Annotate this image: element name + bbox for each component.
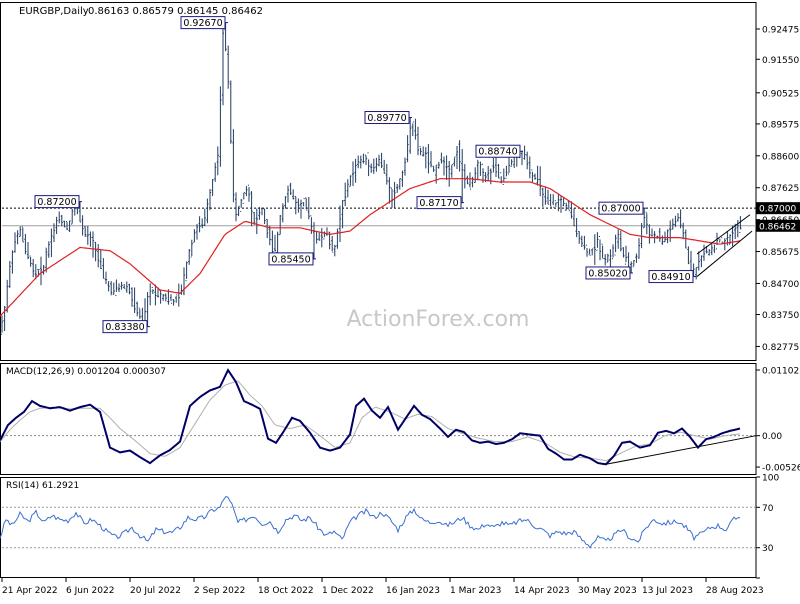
price-label-text: 0.87170 [419,198,458,209]
macd-axis-tick-label: 0.00 [762,432,782,442]
x-axis-tick-label: 30 May 2023 [578,586,637,596]
price-axis-highlight [756,219,800,232]
price-axis-tick-label: 0.91550 [762,56,799,66]
price-axis-tick-label: 0.82775 [762,343,799,353]
x-axis-tick-label: 13 Jul 2023 [642,586,693,596]
macd-axis-tick-label: 0.011027 [762,366,800,376]
price-axis-highlight [756,202,800,215]
rsi-line [0,495,741,549]
price-label-text: 0.89770 [367,113,406,124]
price-pane-frame [0,2,757,361]
x-axis-tick-label: 16 Jan 2023 [386,586,440,596]
price-axis-tick-label: 0.88600 [762,152,799,162]
macd-trend-line [605,435,757,465]
price-axis-highlight-label: 0.86462 [759,222,796,232]
rsi-axis-tick-label: 70 [762,504,774,514]
x-axis-tick-label: 20 Jul 2022 [130,586,181,596]
x-axis-tick-label: 14 Apr 2023 [514,586,570,596]
x-axis-tick-label: 21 Apr 2022 [2,586,58,596]
price-label-text: 0.87200 [37,197,76,208]
price-label-box [416,196,462,210]
price-label-box [585,266,631,280]
price-axis-tick-label: 0.92475 [762,25,799,35]
rsi-axis-tick-label: 100 [762,474,779,484]
x-axis-tick-label: 6 Jun 2022 [66,586,114,596]
rsi-pane-frame [0,477,757,578]
price-label-text: 0.84910 [651,272,690,283]
chart-ohlc-values: 0.86163 0.86579 0.86145 0.86462 [88,6,263,17]
macd-axis-tick-label: -0.005267 [762,464,800,474]
price-label-box [268,252,314,266]
price-axis-highlight-label: 0.87000 [759,205,796,215]
price-label-box [180,16,226,30]
x-axis-tick-label: 2 Sep 2022 [194,586,245,596]
macd-line [0,368,741,466]
x-axis-tick-label: 18 Oct 2022 [258,586,314,596]
watermark-text: ActionForex.com [347,307,530,332]
price-axis-tick-label: 0.85675 [762,248,799,258]
macd-pane-frame [0,363,757,475]
channel-trend-line [696,214,751,255]
chart-symbol: EURGBP,Daily [19,6,89,17]
price-label-box [475,144,521,158]
price-label-text: 0.87000 [601,204,640,215]
x-axis-tick-label: 1 Mar 2023 [450,586,501,596]
price-label-box [648,270,694,284]
price-axis-tick-label: 0.83750 [762,311,799,321]
rsi-title: RSI(14) 61.2921 [6,481,79,491]
macd-signal-line [0,380,741,462]
macd-title: MACD(12,26,9) 0.001204 0.000307 [6,367,166,377]
price-label-text: 0.85450 [271,254,310,265]
moving-average-line [0,178,741,317]
price-axis-tick-label: 0.90525 [762,89,799,99]
price-label-box [364,111,410,125]
price-axis-tick-label: 0.89575 [762,120,799,130]
price-label-text: 0.92670 [183,18,222,29]
price-label-text: 0.85020 [588,268,627,279]
price-label-box [102,320,148,334]
price-label-text: 0.83380 [105,322,144,333]
rsi-axis-tick-label: 30 [762,544,774,554]
price-label-text: 0.88740 [478,147,517,158]
price-label-box [34,195,80,209]
price-axis-tick-label: 0.84700 [762,280,799,290]
channel-trend-line [696,230,753,277]
price-label-box [598,201,644,215]
x-axis-tick-label: 1 Dec 2022 [322,586,374,596]
price-axis-tick-label: 0.87625 [762,184,799,194]
x-axis-tick-label: 28 Aug 2023 [706,586,764,596]
